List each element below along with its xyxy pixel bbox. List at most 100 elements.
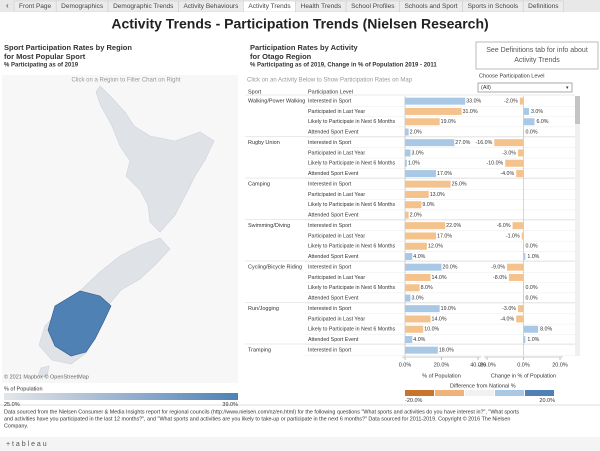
- level-label[interactable]: Participated in Last Year: [308, 233, 365, 239]
- bar[interactable]: [405, 232, 437, 240]
- bar[interactable]: [405, 97, 466, 105]
- bar[interactable]: [405, 242, 427, 250]
- stewart-island[interactable]: [37, 365, 50, 378]
- bar[interactable]: [405, 128, 409, 136]
- bar[interactable]: [405, 346, 438, 354]
- level-label[interactable]: Participated in Last Year: [308, 316, 365, 322]
- filter-dropdown[interactable]: [477, 82, 573, 93]
- tab-label[interactable]: Demographics: [61, 3, 104, 10]
- bar[interactable]: [405, 139, 455, 147]
- level-label[interactable]: Interested in Sport: [308, 182, 352, 188]
- tab[interactable]: [522, 0, 564, 12]
- value-label: 3.0%: [411, 295, 423, 301]
- level-label[interactable]: Attended Sport Event: [308, 337, 359, 343]
- bar[interactable]: [523, 128, 525, 136]
- bar[interactable]: [405, 211, 409, 219]
- sport-label[interactable]: Walking/Power Walking: [248, 99, 305, 105]
- bar[interactable]: [523, 336, 526, 344]
- bar[interactable]: [523, 284, 525, 292]
- bar[interactable]: [405, 336, 413, 344]
- bar[interactable]: [523, 253, 526, 261]
- tab-scroll[interactable]: ‹: [6, 1, 9, 10]
- bar[interactable]: [519, 97, 524, 105]
- level-label[interactable]: Participated in Last Year: [308, 192, 365, 198]
- bar[interactable]: [405, 170, 437, 178]
- bar[interactable]: [523, 118, 535, 126]
- level-label[interactable]: Interested in Sport: [308, 348, 352, 354]
- bar[interactable]: [405, 305, 440, 313]
- tab-label[interactable]: Demographic Trends: [113, 3, 174, 10]
- bar[interactable]: [523, 325, 539, 333]
- level-label[interactable]: Likely to Participate in Next 6 Months: [308, 161, 395, 167]
- tab-label[interactable]: Health Trends: [301, 3, 342, 10]
- tab-label[interactable]: Sports in Schools: [468, 3, 519, 10]
- level-label[interactable]: Interested in Sport: [308, 223, 352, 229]
- sport-label[interactable]: Tramping: [248, 348, 271, 354]
- info-box[interactable]: [475, 41, 599, 70]
- bar[interactable]: [505, 159, 524, 167]
- level-label[interactable]: Attended Sport Event: [308, 171, 359, 177]
- level-label[interactable]: Attended Sport Event: [308, 212, 359, 218]
- bar[interactable]: [405, 273, 431, 281]
- level-label[interactable]: Likely to Participate in Next 6 Months: [308, 285, 395, 291]
- tab-label[interactable]: Activity Behaviours: [183, 3, 239, 10]
- level-label[interactable]: Participated in Last Year: [308, 150, 365, 156]
- level-label[interactable]: Attended Sport Event: [308, 254, 359, 260]
- level-label[interactable]: Participated in Last Year: [308, 275, 365, 281]
- sport-label[interactable]: Cycling/Bicycle Riding: [248, 265, 302, 271]
- north-island[interactable]: [95, 85, 215, 233]
- bar[interactable]: [507, 263, 524, 271]
- brand[interactable]: + t a b l e a u: [6, 441, 47, 448]
- bar[interactable]: [518, 149, 524, 157]
- level-label[interactable]: Interested in Sport: [308, 140, 352, 146]
- level-label[interactable]: Likely to Participate in Next 6 Months: [308, 202, 395, 208]
- scrollbar[interactable]: [575, 96, 580, 356]
- tab-label[interactable]: Definitions: [528, 3, 559, 10]
- bar[interactable]: [512, 222, 524, 230]
- level-label[interactable]: Interested in Sport: [308, 99, 352, 105]
- level-label[interactable]: Attended Sport Event: [308, 129, 359, 135]
- sport-label[interactable]: Swimming/Diving: [248, 223, 290, 229]
- bar[interactable]: [405, 315, 431, 323]
- bar[interactable]: [523, 242, 525, 250]
- bar[interactable]: [405, 201, 422, 209]
- sport-label[interactable]: Camping: [248, 182, 270, 188]
- value-label: 17.0%: [437, 233, 452, 239]
- bar[interactable]: [405, 222, 446, 230]
- bar[interactable]: [405, 253, 413, 261]
- bar[interactable]: [405, 180, 451, 188]
- otago-region[interactable]: [47, 290, 112, 357]
- level-label[interactable]: Likely to Participate in Next 6 Months: [308, 244, 395, 250]
- sport-label[interactable]: Rugby Union: [248, 140, 280, 146]
- tab-label[interactable]: Schools and Sport: [404, 3, 457, 10]
- bar[interactable]: [405, 107, 462, 115]
- bar[interactable]: [405, 190, 429, 198]
- level-label[interactable]: Likely to Participate in Next 6 Months: [308, 119, 395, 125]
- scroll-thumb[interactable]: [575, 96, 580, 124]
- value-label: 12.0%: [428, 244, 443, 250]
- bar[interactable]: [516, 170, 524, 178]
- bar[interactable]: [516, 315, 524, 323]
- bar[interactable]: [494, 139, 524, 147]
- bar[interactable]: [405, 118, 440, 126]
- level-label[interactable]: Interested in Sport: [308, 306, 352, 312]
- bar[interactable]: [405, 159, 407, 167]
- bar[interactable]: [405, 284, 420, 292]
- level-label[interactable]: Interested in Sport: [308, 265, 352, 271]
- bar[interactable]: [521, 232, 524, 240]
- tab-label[interactable]: School Profiles: [351, 3, 395, 10]
- tab-label[interactable]: Activity Trends: [248, 3, 291, 10]
- sport-label[interactable]: Run/Jogging: [248, 306, 279, 312]
- level-label[interactable]: Attended Sport Event: [308, 295, 359, 301]
- bar[interactable]: [405, 263, 442, 271]
- level-label[interactable]: Likely to Participate in Next 6 Months: [308, 327, 395, 333]
- bar[interactable]: [405, 294, 411, 302]
- bar[interactable]: [405, 149, 411, 157]
- bar[interactable]: [405, 325, 424, 333]
- bar[interactable]: [518, 305, 524, 313]
- bar[interactable]: [508, 273, 524, 281]
- bar[interactable]: [523, 107, 529, 115]
- level-label[interactable]: Participated in Last Year: [308, 109, 365, 115]
- bar[interactable]: [523, 294, 525, 302]
- tab-label[interactable]: Front Page: [19, 3, 52, 10]
